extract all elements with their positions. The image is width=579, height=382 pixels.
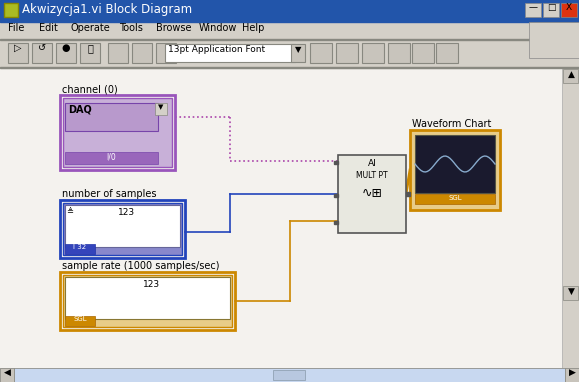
Text: Tools: Tools bbox=[119, 23, 143, 33]
Bar bbox=[410, 130, 500, 210]
Text: MULT PT: MULT PT bbox=[356, 171, 388, 180]
Bar bbox=[60, 200, 185, 258]
Bar bbox=[412, 43, 434, 63]
Bar bbox=[0, 22, 579, 40]
Bar bbox=[0, 39, 579, 40]
Bar bbox=[0, 68, 562, 368]
Bar bbox=[80, 43, 100, 63]
Bar bbox=[336, 43, 358, 63]
Text: File: File bbox=[8, 23, 24, 33]
Bar bbox=[65, 205, 180, 247]
Bar bbox=[56, 43, 76, 63]
Text: Edit: Edit bbox=[39, 23, 58, 33]
Bar bbox=[273, 370, 305, 380]
Bar bbox=[529, 22, 579, 58]
Text: Window: Window bbox=[199, 23, 237, 33]
Bar bbox=[436, 43, 458, 63]
Text: AI: AI bbox=[368, 159, 376, 168]
Bar bbox=[155, 103, 167, 115]
Text: ◀: ◀ bbox=[3, 368, 10, 377]
Bar bbox=[0, 40, 529, 68]
Text: ↺: ↺ bbox=[38, 43, 46, 53]
Bar bbox=[165, 44, 295, 62]
Bar bbox=[0, 0, 579, 22]
Bar bbox=[65, 244, 95, 254]
Bar bbox=[543, 3, 559, 17]
Bar bbox=[32, 43, 52, 63]
Text: 13pt Application Font: 13pt Application Font bbox=[168, 45, 265, 54]
Bar bbox=[334, 194, 338, 197]
Text: Help: Help bbox=[241, 23, 264, 33]
Bar bbox=[562, 68, 579, 368]
Text: I/0: I/0 bbox=[106, 153, 116, 162]
Bar bbox=[0, 368, 14, 382]
Bar bbox=[65, 316, 95, 326]
Bar bbox=[0, 368, 579, 382]
Bar bbox=[8, 43, 28, 63]
Text: ≜: ≜ bbox=[67, 206, 74, 215]
Text: sample rate (1000 samples/sec): sample rate (1000 samples/sec) bbox=[62, 261, 219, 271]
Text: channel (0): channel (0) bbox=[62, 84, 118, 94]
Bar bbox=[4, 3, 18, 17]
Text: number of samples: number of samples bbox=[62, 189, 156, 199]
Bar bbox=[563, 286, 578, 300]
Bar bbox=[156, 43, 176, 63]
Text: DAQ: DAQ bbox=[68, 104, 91, 114]
Text: Browse: Browse bbox=[156, 23, 192, 33]
Bar bbox=[65, 152, 158, 164]
Text: SGL: SGL bbox=[73, 316, 87, 322]
Text: ▼: ▼ bbox=[567, 287, 574, 296]
Text: ▼: ▼ bbox=[295, 45, 301, 54]
Text: Waveform Chart: Waveform Chart bbox=[412, 119, 492, 129]
Text: □: □ bbox=[547, 3, 555, 12]
Bar bbox=[415, 194, 495, 204]
Bar bbox=[63, 275, 232, 327]
Text: X: X bbox=[566, 3, 572, 12]
Text: ∿⊞: ∿⊞ bbox=[361, 187, 383, 200]
Bar bbox=[563, 69, 578, 83]
Bar bbox=[338, 155, 406, 233]
Text: 123: 123 bbox=[119, 208, 135, 217]
Bar bbox=[310, 43, 332, 63]
Bar bbox=[388, 43, 410, 63]
Text: ●: ● bbox=[62, 43, 70, 53]
Text: ▲: ▲ bbox=[567, 70, 574, 79]
Text: SGL: SGL bbox=[448, 195, 462, 201]
Bar bbox=[108, 43, 128, 63]
Bar bbox=[291, 44, 305, 62]
Bar bbox=[406, 192, 410, 196]
Bar bbox=[132, 43, 152, 63]
Bar bbox=[65, 103, 158, 131]
Text: Akwizycja1.vi Block Diagram: Akwizycja1.vi Block Diagram bbox=[22, 3, 192, 16]
Bar bbox=[0, 67, 579, 68]
Bar bbox=[565, 368, 579, 382]
Bar bbox=[362, 43, 384, 63]
Text: ▶: ▶ bbox=[569, 368, 576, 377]
Bar bbox=[561, 3, 577, 17]
Text: I 32: I 32 bbox=[74, 244, 87, 250]
Bar bbox=[63, 203, 182, 255]
Text: ▼: ▼ bbox=[158, 104, 164, 110]
Bar bbox=[63, 98, 172, 167]
Text: Operate: Operate bbox=[71, 23, 110, 33]
Text: ▷: ▷ bbox=[14, 43, 22, 53]
Bar bbox=[60, 272, 235, 330]
Bar bbox=[60, 95, 175, 170]
Text: 123: 123 bbox=[144, 280, 160, 289]
Text: —: — bbox=[529, 3, 537, 12]
Text: ⏸: ⏸ bbox=[87, 43, 93, 53]
Bar bbox=[334, 221, 338, 224]
Bar bbox=[415, 135, 495, 193]
Bar bbox=[525, 3, 541, 17]
Bar bbox=[65, 277, 230, 319]
Bar bbox=[334, 161, 338, 164]
Bar bbox=[14, 368, 565, 382]
